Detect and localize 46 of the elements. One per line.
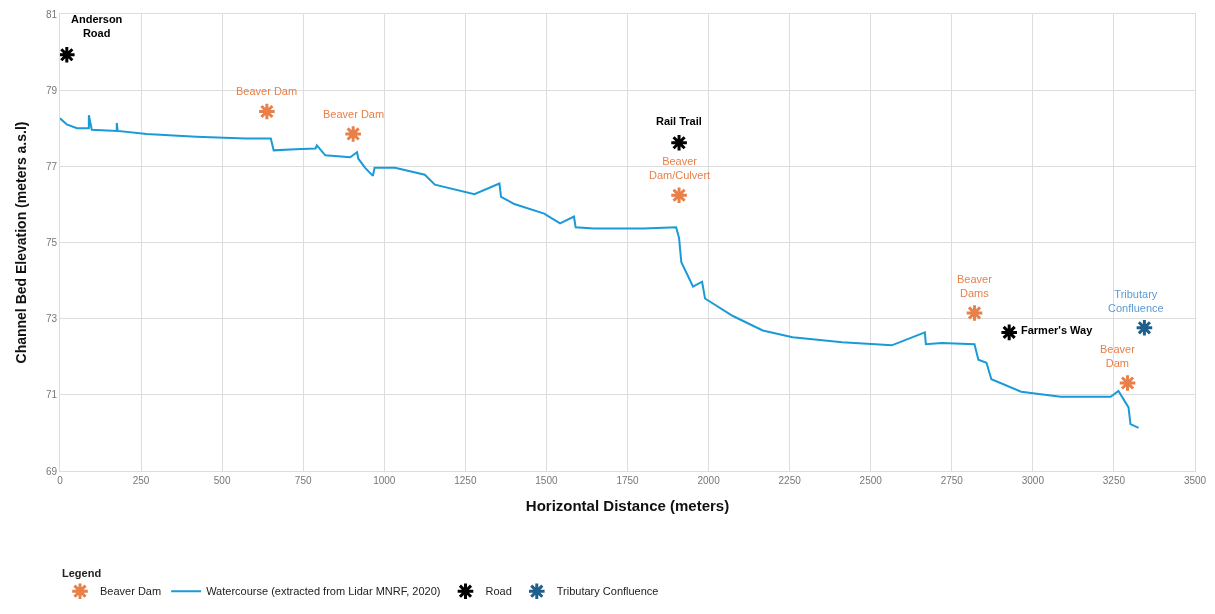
x-tick-label: 2500 (859, 475, 883, 486)
annotation: Beaver Dam/Culvert (649, 155, 711, 182)
legend-label: Road (485, 585, 512, 598)
x-tick-label: 3250 (1102, 475, 1126, 486)
x-tick-label: 2000 (697, 475, 721, 486)
y-tick-label: 73 (45, 313, 58, 325)
annotation: Farmer's Way (1021, 324, 1094, 336)
annotation: Beaver Dam (323, 108, 385, 120)
annotation: Rail Trail (656, 115, 702, 127)
x-tick-label: 2250 (778, 475, 802, 486)
legend-label: Tributary Confluence (556, 585, 659, 598)
point (669, 185, 689, 205)
legend-title: Legend (62, 566, 102, 579)
y-tick-label: 77 (45, 160, 58, 172)
y-tick-label: 75 (45, 237, 58, 248)
y-tick-label: 81 (45, 8, 58, 20)
y-tick-label: 79 (45, 84, 58, 96)
point (343, 124, 363, 144)
x-tick-label: 1250 (454, 475, 477, 486)
point (1135, 318, 1154, 338)
y-axis-title: Channel Bed Elevation (meters a.s.l) (13, 121, 30, 364)
x-tick-label: 0 (57, 475, 64, 486)
annotation: Tributary Confluence (1108, 288, 1164, 315)
x-axis-title: Horizontal Distance (meters) (525, 497, 730, 514)
x-tick-label: 1500 (535, 475, 558, 486)
point (1118, 373, 1137, 393)
annotation: Beaver Dam (236, 85, 298, 97)
legend-label: Watercourse (extracted from Lidar MNRF, 2020) (206, 585, 441, 598)
annotation: Anderson Road (71, 13, 123, 40)
point (669, 133, 689, 153)
annotation: Beaver Dams (957, 273, 993, 300)
y-tick-label: 69 (45, 465, 58, 477)
x-tick-label: 2750 (940, 475, 964, 486)
x-tick-label: 3500 (1183, 475, 1207, 486)
point (257, 102, 277, 121)
legend-label: Beaver Dam (100, 585, 162, 598)
x-tick-label: 1750 (616, 475, 640, 486)
x-tick-label: 500 (213, 475, 231, 486)
x-tick-label: 1000 (373, 475, 396, 486)
annotation: Beaver Dam (1100, 343, 1136, 370)
y-tick-label: 71 (45, 389, 58, 401)
point (999, 323, 1019, 342)
x-tick-label: 250 (132, 475, 150, 486)
point (965, 303, 984, 323)
x-tick-label: 3000 (1021, 475, 1045, 486)
x-tick-label: 750 (294, 475, 312, 486)
